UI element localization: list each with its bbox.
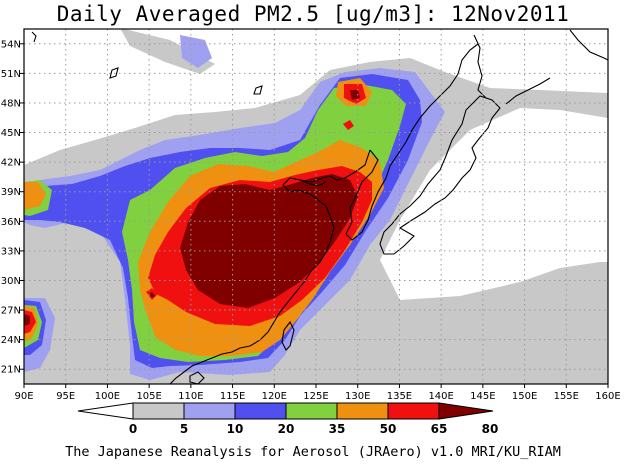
colorbar-box-5	[336, 402, 389, 420]
colorbar-box-2	[183, 402, 236, 420]
lon-label-105E: 105E	[136, 391, 161, 402]
lat-label-30N: 30N	[1, 276, 21, 287]
coast-korea	[345, 43, 479, 241]
lat-label-48N: 48N	[1, 98, 21, 109]
lon-label-90E: 90E	[14, 391, 33, 402]
coast-taiwan	[281, 320, 295, 351]
lon-label-130E: 130E	[345, 391, 370, 402]
coast-shandong	[299, 179, 327, 187]
band-10-20-top	[180, 35, 212, 68]
colorbar-label-10: 10	[227, 422, 244, 436]
colorbar-box-6	[387, 402, 440, 420]
concentration-shading	[24, 29, 608, 384]
lon-label-150E: 150E	[512, 391, 537, 402]
coast-lake-2	[253, 85, 263, 95]
colorbar-label-20: 20	[278, 422, 295, 436]
lon-label-125E: 125E	[303, 391, 328, 402]
colorbar-label-0: 0	[129, 422, 137, 436]
lon-label-135E: 135E	[387, 391, 412, 402]
band-80-plus	[180, 174, 358, 308]
band-80-plus-left	[24, 314, 30, 326]
colorbar-label-5: 5	[180, 422, 188, 436]
gridlines	[24, 29, 608, 384]
credit-line: The Japanese Reanalysis for Aerosol (JRA…	[65, 444, 561, 460]
lon-label-110E: 110E	[178, 391, 203, 402]
lon-label-95E: 95E	[56, 391, 75, 402]
lat-label-33N: 33N	[1, 246, 21, 257]
lon-label-160E: 160E	[595, 391, 620, 402]
colorbar-arrow-low	[77, 402, 134, 420]
lat-label-51N: 51N	[1, 69, 21, 80]
lat-label-39N: 39N	[1, 187, 21, 198]
colorbar-label-65: 65	[431, 422, 448, 436]
lon-label-145E: 145E	[470, 391, 495, 402]
coast-japan	[379, 95, 501, 255]
colorbar-label-80: 80	[482, 422, 499, 436]
colorbar-box-4	[285, 402, 338, 420]
coast-sakhalin	[473, 34, 487, 99]
coast-hainan	[189, 371, 205, 384]
lon-label-140E: 140E	[428, 391, 453, 402]
colorbar-box-1	[132, 402, 185, 420]
coast-kurils	[505, 77, 551, 105]
band-50-65-left	[24, 182, 46, 210]
lat-label-24N: 24N	[1, 335, 21, 346]
colorbar-boxes	[77, 402, 494, 420]
lon-label-155E: 155E	[554, 391, 579, 402]
axis-labels: 90E 95E 100E 105E 110E 115E 120E 125E 130E 135E 14…	[1, 39, 621, 402]
lat-label-42N: 42N	[1, 158, 21, 169]
colorbar-arrow-high	[438, 402, 494, 420]
map-title: Daily Averaged PM2.5 [ug/m3]: 12Nov2011	[56, 2, 570, 26]
coastlines	[31, 29, 608, 384]
lat-label-45N: 45N	[1, 128, 21, 139]
colorbar-label-35: 35	[329, 422, 346, 436]
lat-label-21N: 21N	[1, 365, 21, 376]
coast-china	[169, 149, 371, 384]
band-blob-3	[343, 120, 354, 130]
colorbar-box-3	[234, 402, 287, 420]
lat-label-36N: 36N	[1, 217, 21, 228]
lon-label-120E: 120E	[262, 391, 287, 402]
colorbar-labels: 0 5 10 20 35 50 65 80	[129, 422, 499, 436]
axis-ticks	[20, 43, 609, 388]
lat-label-54N: 54N	[1, 39, 21, 50]
band-80-plus-n	[350, 90, 360, 100]
band-blob-2	[149, 292, 155, 298]
coast-lake-3	[31, 31, 37, 43]
lon-label-100E: 100E	[95, 391, 120, 402]
band-5-10-right	[520, 326, 608, 380]
lat-label-27N: 27N	[1, 306, 21, 317]
coast-kamchatka	[569, 29, 608, 61]
lon-label-115E: 115E	[220, 391, 245, 402]
colorbar-label-50: 50	[380, 422, 397, 436]
coast-baikal	[109, 67, 119, 79]
